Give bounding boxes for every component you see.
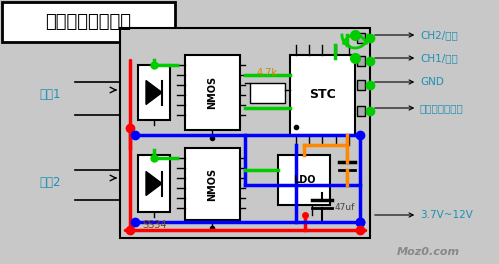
Bar [357,33,365,43]
Text: 低电平禁止混控: 低电平禁止混控 [375,103,464,113]
Text: LDO: LDO [293,175,315,185]
Text: 3.7V~12V: 3.7V~12V [375,210,473,220]
Bar [185,55,240,130]
Text: 电机2: 电机2 [39,176,61,188]
Bar [290,55,355,135]
Polygon shape [146,172,162,196]
Bar [138,65,170,120]
Bar [120,28,370,238]
Bar [2,2,175,42]
Text: 萝丽双路单向电调: 萝丽双路单向电调 [45,13,132,31]
Polygon shape [146,81,162,105]
Bar [250,83,285,103]
Text: 47uf: 47uf [335,204,355,213]
Text: CH1/前后: CH1/前后 [375,53,458,63]
Text: STC: STC [309,88,336,101]
Text: 电机1: 电机1 [39,88,61,101]
Text: SS34: SS34 [143,220,167,230]
Text: NMOS: NMOS [208,76,218,109]
Bar [357,56,365,66]
Text: NMOS: NMOS [208,167,218,201]
Bar [357,106,365,116]
Bar [278,155,330,205]
Text: CH2/转向: CH2/转向 [375,30,458,40]
Text: Moz0.com: Moz0.com [397,247,460,257]
Text: GND: GND [375,77,444,87]
Bar [357,80,365,90]
Bar [185,148,240,220]
Bar [138,155,170,212]
Text: 4.7k: 4.7k [257,68,278,78]
